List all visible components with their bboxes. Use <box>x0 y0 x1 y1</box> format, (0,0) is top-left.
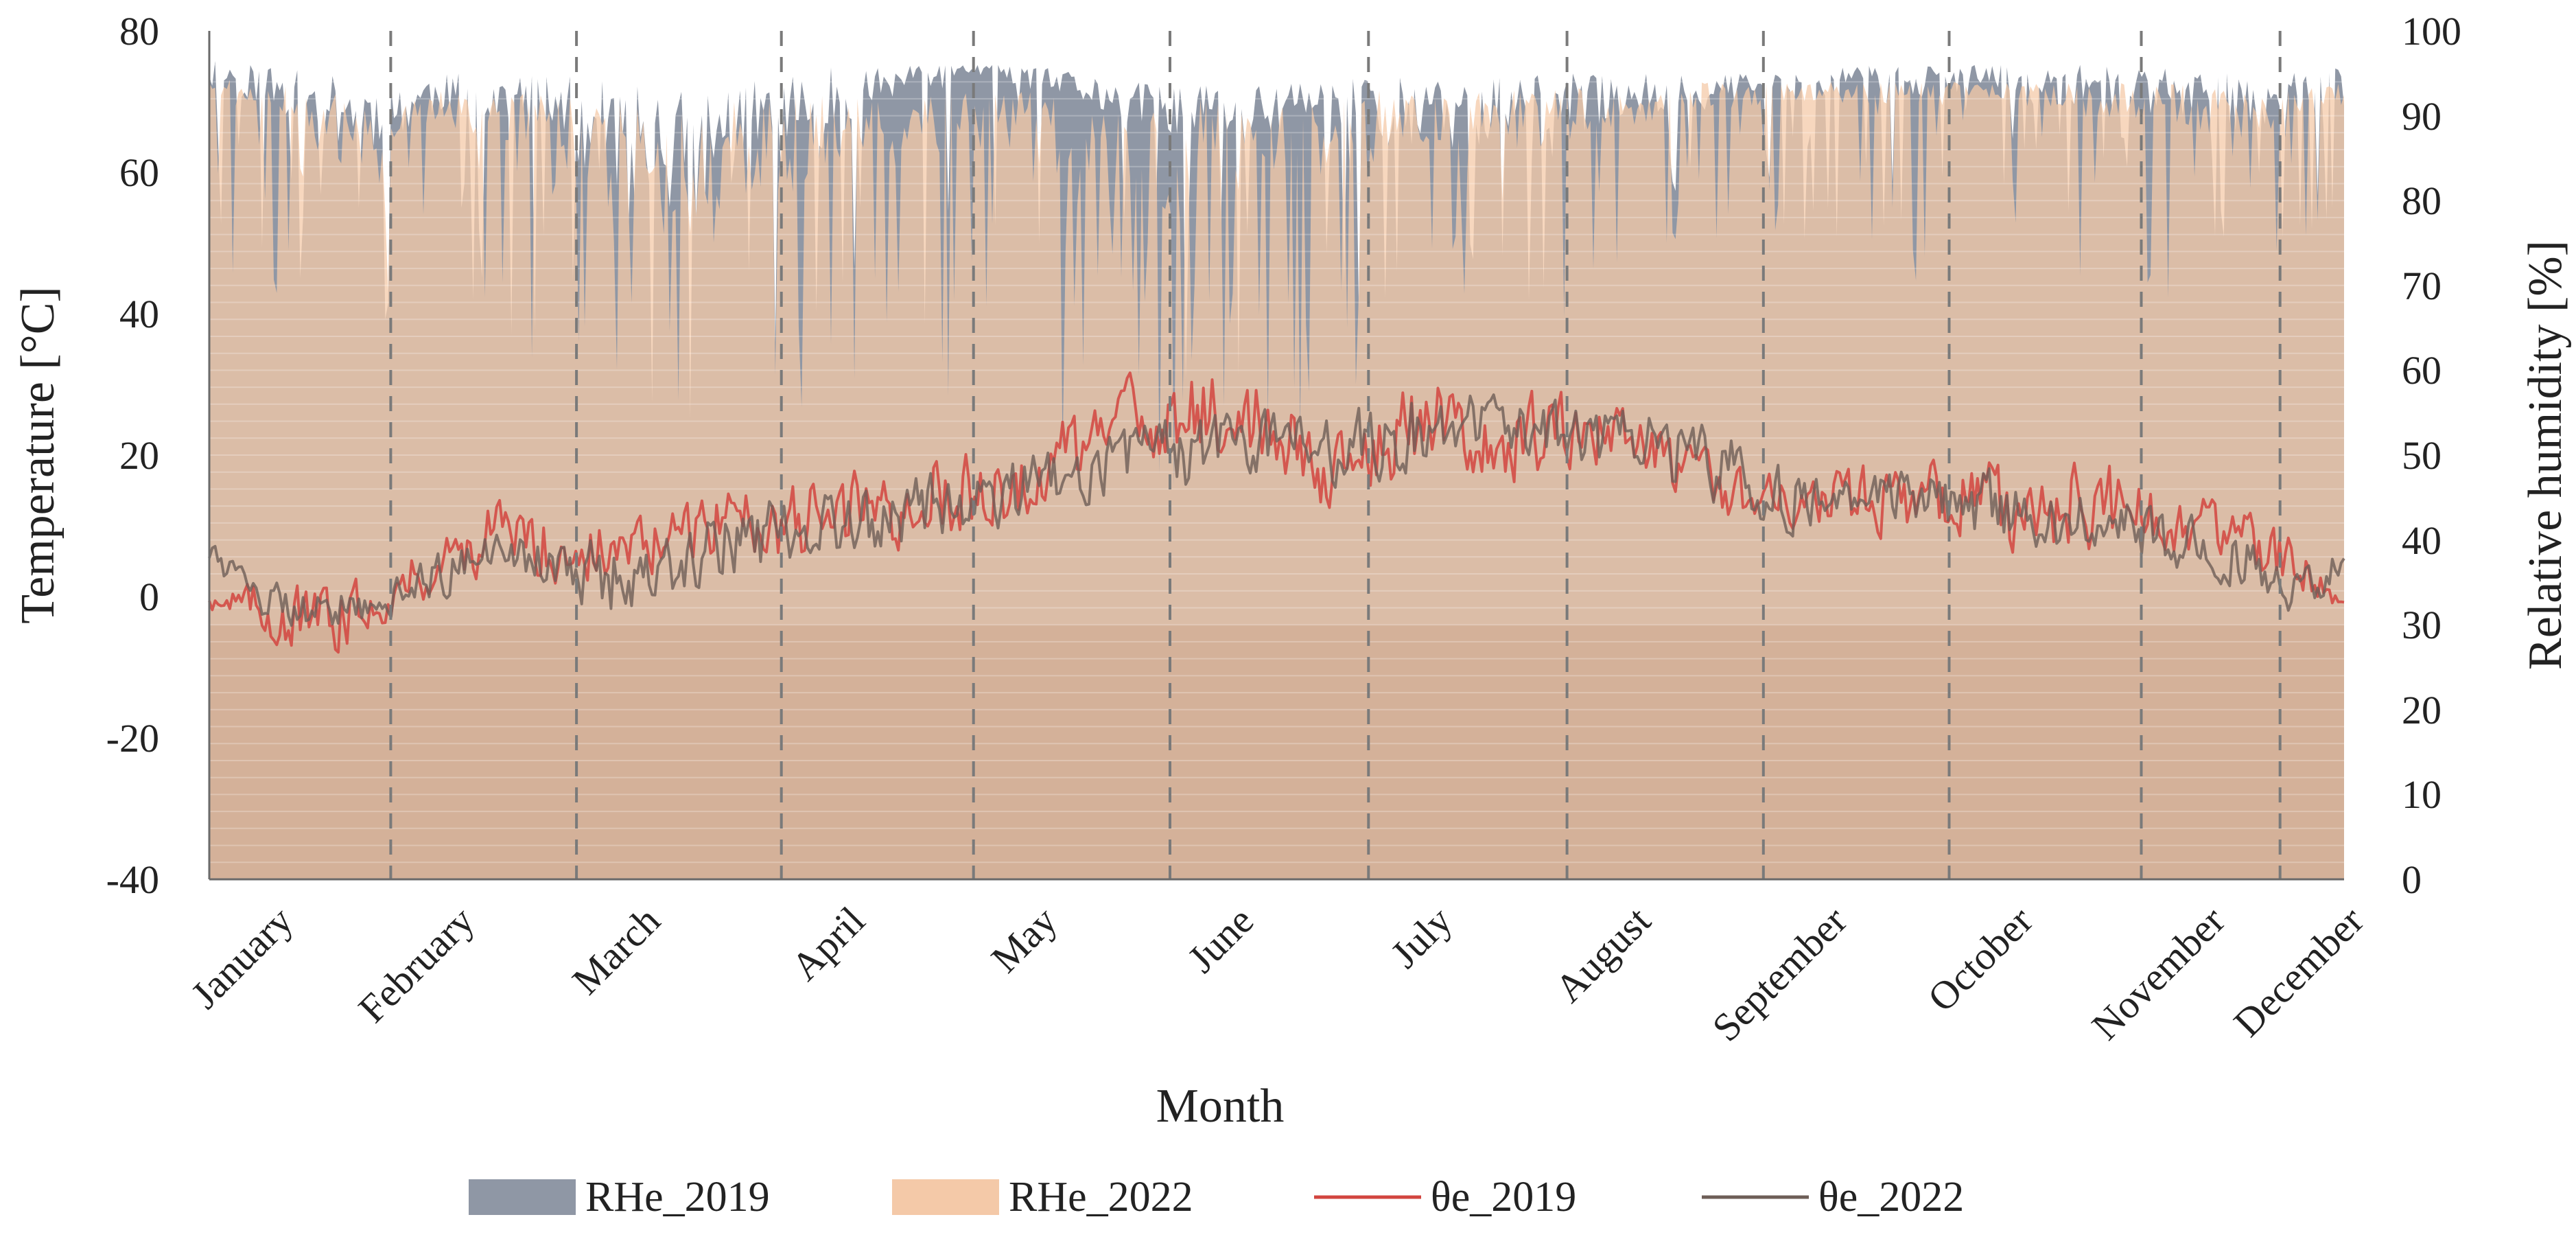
legend-label-rhe-2019: RHe_2019 <box>585 1174 770 1220</box>
y-right-tick-label: 0 <box>2402 857 2422 902</box>
temp-line-e-2022 <box>208 393 2345 627</box>
legend-label-rhe-2022: RHe_2022 <box>1009 1174 1193 1220</box>
legend-swatch-rhe-2022 <box>892 1179 999 1215</box>
y-axis-left: -40 -20 0 20 40 60 80 <box>106 9 159 902</box>
rh-area-rhe-2022 <box>209 80 2344 879</box>
legend-swatch-rhe-2019 <box>469 1179 576 1215</box>
month-label: April <box>782 898 874 989</box>
y-axis-right: 0 10 20 30 40 50 60 70 80 90 100 <box>2402 9 2461 902</box>
y-left-tick-label: 20 <box>119 433 159 478</box>
y-right-tick-label: 70 <box>2402 264 2442 308</box>
month-label: February <box>350 898 483 1031</box>
month-label: September <box>1704 898 1855 1050</box>
month-separators <box>389 31 2282 879</box>
legend: RHe_2019 RHe_2022 θe_2019 θe_2022 <box>469 1174 1964 1220</box>
month-label: June <box>1179 898 1262 981</box>
y-left-tick-label: 40 <box>119 292 159 336</box>
month-label: November <box>2083 898 2234 1048</box>
y-left-tick-label: 0 <box>139 575 159 619</box>
y-left-tick-label: 80 <box>119 9 159 54</box>
temperature-lines <box>208 371 2345 654</box>
y-left-tick-label: -20 <box>106 716 159 761</box>
rh-overlap-band <box>209 625 2344 879</box>
y-axis-left-title: Temperature [°C] <box>12 286 65 623</box>
y-right-tick-label: 10 <box>2402 772 2442 817</box>
y-axis-right-title: Relative humidity [%] <box>2519 240 2572 670</box>
month-label: December <box>2225 898 2372 1045</box>
y-right-tick-label: 50 <box>2402 433 2442 478</box>
y-right-tick-label: 20 <box>2402 688 2442 732</box>
y-right-tick-label: 80 <box>2402 178 2442 223</box>
y-right-tick-label: 100 <box>2402 9 2461 54</box>
y-right-tick-label: 60 <box>2402 348 2442 393</box>
rh-areas <box>209 61 2344 879</box>
x-axis-title: Month <box>1156 1080 1285 1133</box>
y-right-tick-label: 40 <box>2402 518 2442 563</box>
rh-gridlines <box>209 30 2344 864</box>
month-label: March <box>563 898 668 1003</box>
month-label: July <box>1382 898 1460 976</box>
y-right-tick-label: 90 <box>2402 94 2442 139</box>
month-label: January <box>183 898 302 1017</box>
legend-label-te-2022: θe_2022 <box>1818 1174 1964 1220</box>
x-axis-month-labels: January February March April May June July Augu… <box>183 898 2372 1050</box>
month-label: August <box>1546 898 1659 1010</box>
month-label: May <box>983 898 1066 981</box>
y-right-tick-label: 30 <box>2402 603 2442 647</box>
y-left-tick-label: 60 <box>119 150 159 195</box>
month-label: October <box>1919 898 2041 1020</box>
y-left-tick-label: -40 <box>106 857 159 902</box>
legend-label-te-2019: θe_2019 <box>1431 1174 1576 1220</box>
